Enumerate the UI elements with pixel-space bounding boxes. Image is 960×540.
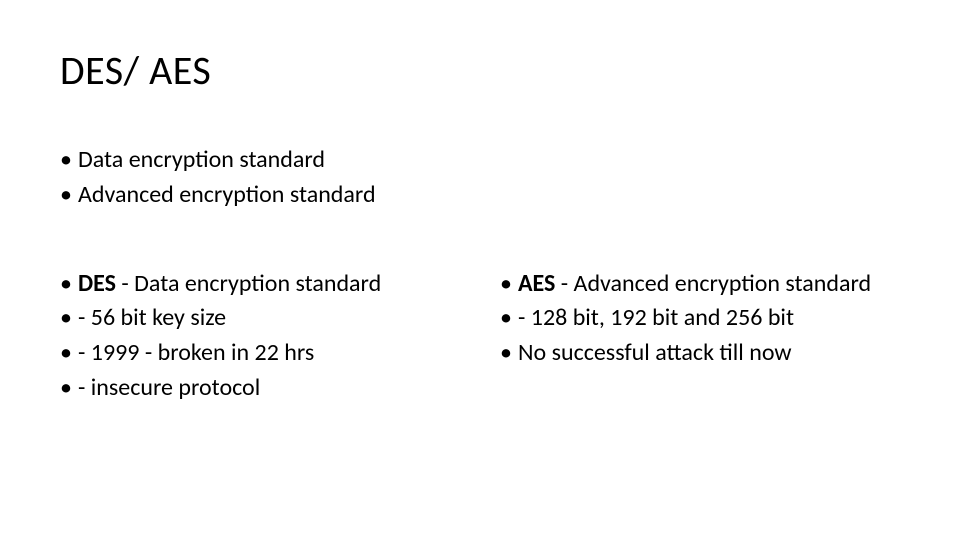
list-item-text: Data encryption standard (78, 143, 325, 178)
item-rest: - Advanced encryption standard (555, 269, 871, 298)
right-column: • AES - Advanced encryption standard • -… (500, 267, 900, 406)
list-item-text: AES - Advanced encryption standard (518, 267, 871, 302)
list-item-text: - 128 bit, 192 bit and 256 bit (518, 301, 794, 336)
bold-term: AES (518, 269, 555, 298)
list-item-text: No successful attack till now (518, 336, 792, 371)
bullet-icon: • (60, 267, 78, 302)
list-item: • No successful attack till now (500, 336, 900, 371)
bullet-icon: • (500, 267, 518, 302)
slide-title: DES/ AES (60, 46, 900, 95)
list-item-text: - 56 bit key size (78, 301, 226, 336)
bullet-icon: • (60, 143, 78, 178)
list-item: • Data encryption standard (60, 143, 900, 178)
list-item-text: Advanced encryption standard (78, 178, 376, 213)
list-item: • AES - Advanced encryption standard (500, 267, 900, 302)
list-item-text: DES - Data encryption standard (78, 267, 381, 302)
list-item: • - 1999 - broken in 22 hrs (60, 336, 460, 371)
list-item: • - 128 bit, 192 bit and 256 bit (500, 301, 900, 336)
item-rest: No successful attack till now (518, 338, 792, 367)
item-rest: - Data encryption standard (116, 269, 381, 298)
bullet-icon: • (500, 336, 518, 371)
intro-list: • Data encryption standard • Advanced en… (60, 143, 900, 213)
left-column: • DES - Data encryption standard • - 56 … (60, 267, 460, 406)
columns: • DES - Data encryption standard • - 56 … (60, 267, 900, 406)
list-item: • DES - Data encryption standard (60, 267, 460, 302)
bullet-icon: • (60, 336, 78, 371)
list-item: • - insecure protocol (60, 371, 460, 406)
item-rest: - insecure protocol (78, 373, 260, 402)
bullet-icon: • (60, 301, 78, 336)
item-rest: - 56 bit key size (78, 303, 226, 332)
item-rest: - 1999 - broken in 22 hrs (78, 338, 314, 367)
item-rest: - 128 bit, 192 bit and 256 bit (518, 303, 794, 332)
bullet-icon: • (500, 301, 518, 336)
list-item-text: - 1999 - broken in 22 hrs (78, 336, 314, 371)
bold-term: DES (78, 269, 116, 298)
bullet-icon: • (60, 371, 78, 406)
list-item-text: - insecure protocol (78, 371, 260, 406)
bullet-icon: • (60, 178, 78, 213)
list-item: • Advanced encryption standard (60, 178, 900, 213)
slide: DES/ AES • Data encryption standard • Ad… (0, 0, 960, 540)
list-item: • - 56 bit key size (60, 301, 460, 336)
